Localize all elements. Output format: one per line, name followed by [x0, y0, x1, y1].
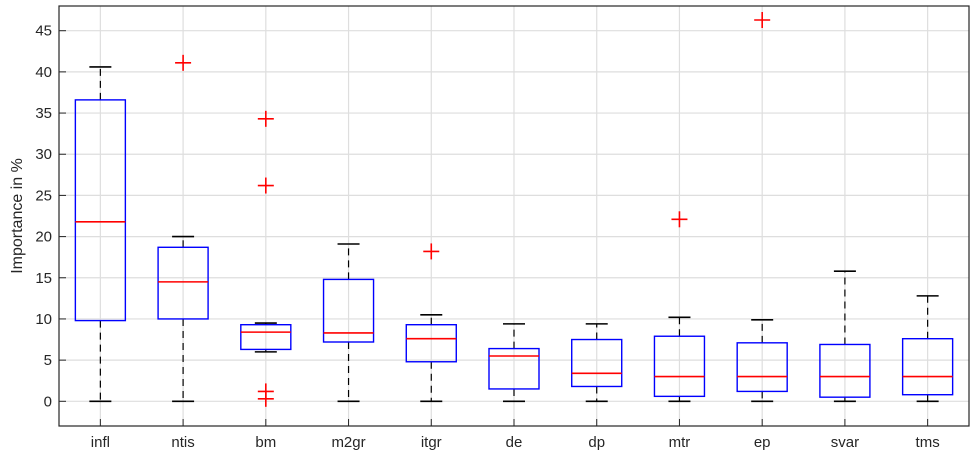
- box-series: [74, 12, 954, 407]
- outlier-marker: [754, 12, 771, 28]
- box-ntis: [157, 54, 209, 403]
- box-ep: [736, 12, 788, 403]
- x-tick-label: de: [506, 434, 523, 451]
- y-tick-label: 45: [35, 23, 52, 40]
- outlier-marker: [257, 177, 274, 194]
- box-infl: [74, 66, 127, 403]
- x-tick-label: tms: [916, 434, 940, 451]
- box-iqr: [405, 324, 457, 363]
- y-tick-label: 25: [35, 187, 52, 204]
- box-iqr: [488, 347, 540, 390]
- box-iqr: [736, 342, 788, 393]
- outlier-marker: [257, 390, 274, 407]
- x-axis: infl ntis bm m2gr itgr de dp mtr ep svar tms: [91, 419, 940, 451]
- y-tick-label: 10: [35, 311, 52, 328]
- box-de: [488, 323, 540, 403]
- x-tick-label: m2gr: [331, 434, 365, 451]
- grid-lines: [59, 6, 969, 426]
- box-tms: [901, 295, 954, 403]
- x-tick-label: infl: [91, 434, 110, 451]
- x-tick-label: ep: [754, 434, 771, 451]
- x-tick-label: mtr: [669, 434, 691, 451]
- x-tick-label: svar: [831, 434, 859, 451]
- box-iqr: [571, 338, 623, 388]
- box-iqr: [240, 324, 292, 351]
- outlier-marker: [175, 54, 192, 71]
- box-iqr: [157, 246, 209, 320]
- y-tick-label: 20: [35, 229, 52, 246]
- y-tick-label: 5: [44, 352, 52, 369]
- box-iqr: [322, 278, 375, 343]
- box-iqr: [901, 338, 954, 396]
- y-tick-label: 15: [35, 270, 52, 287]
- x-tick-label: bm: [255, 434, 276, 451]
- x-tick-label: ntis: [171, 434, 194, 451]
- box-iqr: [74, 99, 127, 322]
- y-tick-label: 40: [35, 64, 52, 81]
- box-mtr: [653, 211, 706, 403]
- y-axis-label: Importance in %: [9, 158, 26, 274]
- box-svar: [819, 270, 871, 403]
- box-bm: [240, 110, 292, 407]
- x-tick-label: itgr: [421, 434, 442, 451]
- box-m2gr: [322, 243, 375, 403]
- x-tick-label: dp: [588, 434, 605, 451]
- outlier-marker: [671, 211, 688, 228]
- box-dp: [571, 323, 623, 403]
- y-tick-label: 0: [44, 393, 52, 410]
- outlier-marker: [423, 243, 440, 260]
- y-axis: 0 5 10 15 20 25 30 35 40 45: [35, 23, 66, 410]
- y-tick-label: 35: [35, 105, 52, 122]
- box-itgr: [405, 243, 457, 403]
- box-iqr: [653, 335, 706, 398]
- box-iqr: [819, 343, 871, 398]
- outlier-marker: [257, 110, 274, 127]
- y-tick-label: 30: [35, 146, 52, 163]
